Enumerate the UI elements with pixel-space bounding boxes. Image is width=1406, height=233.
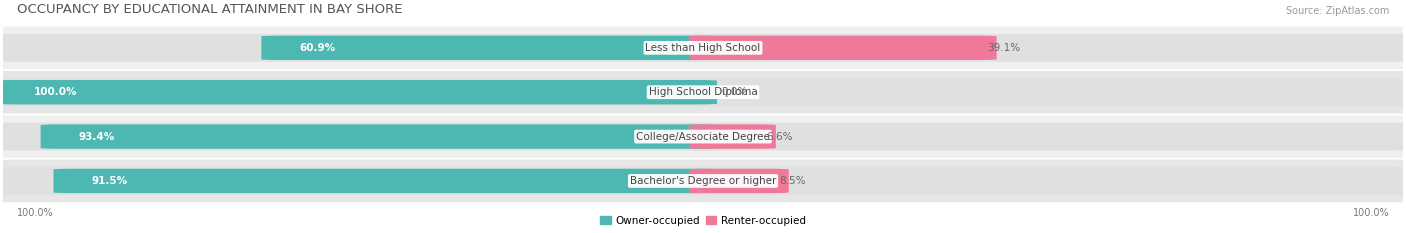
Legend: Owner-occupied, Renter-occupied: Owner-occupied, Renter-occupied xyxy=(596,212,810,230)
FancyBboxPatch shape xyxy=(0,123,717,151)
Text: 0.0%: 0.0% xyxy=(721,87,748,97)
FancyBboxPatch shape xyxy=(0,34,717,62)
Text: 100.0%: 100.0% xyxy=(1353,209,1389,219)
FancyBboxPatch shape xyxy=(41,124,717,149)
Text: 6.6%: 6.6% xyxy=(766,132,793,142)
FancyBboxPatch shape xyxy=(0,78,717,106)
FancyBboxPatch shape xyxy=(689,36,997,60)
FancyBboxPatch shape xyxy=(0,167,717,195)
FancyBboxPatch shape xyxy=(0,80,717,104)
Text: Bachelor's Degree or higher: Bachelor's Degree or higher xyxy=(630,176,776,186)
FancyBboxPatch shape xyxy=(689,34,1406,62)
FancyBboxPatch shape xyxy=(0,160,1406,202)
Text: OCCUPANCY BY EDUCATIONAL ATTAINMENT IN BAY SHORE: OCCUPANCY BY EDUCATIONAL ATTAINMENT IN B… xyxy=(17,3,402,16)
FancyBboxPatch shape xyxy=(0,27,1406,69)
Text: 91.5%: 91.5% xyxy=(91,176,128,186)
FancyBboxPatch shape xyxy=(0,71,1406,113)
FancyBboxPatch shape xyxy=(53,169,717,193)
FancyBboxPatch shape xyxy=(0,115,1406,158)
Text: 39.1%: 39.1% xyxy=(987,43,1019,53)
FancyBboxPatch shape xyxy=(262,36,717,60)
FancyBboxPatch shape xyxy=(689,124,776,149)
Text: Less than High School: Less than High School xyxy=(645,43,761,53)
FancyBboxPatch shape xyxy=(689,78,1406,106)
Text: Source: ZipAtlas.com: Source: ZipAtlas.com xyxy=(1286,6,1389,16)
Text: High School Diploma: High School Diploma xyxy=(648,87,758,97)
Text: 100.0%: 100.0% xyxy=(34,87,77,97)
Text: 60.9%: 60.9% xyxy=(299,43,335,53)
Text: College/Associate Degree: College/Associate Degree xyxy=(636,132,770,142)
Text: 93.4%: 93.4% xyxy=(79,132,115,142)
Text: 100.0%: 100.0% xyxy=(17,209,53,219)
FancyBboxPatch shape xyxy=(689,169,789,193)
FancyBboxPatch shape xyxy=(689,123,1406,151)
Text: 8.5%: 8.5% xyxy=(779,176,806,186)
FancyBboxPatch shape xyxy=(689,167,1406,195)
